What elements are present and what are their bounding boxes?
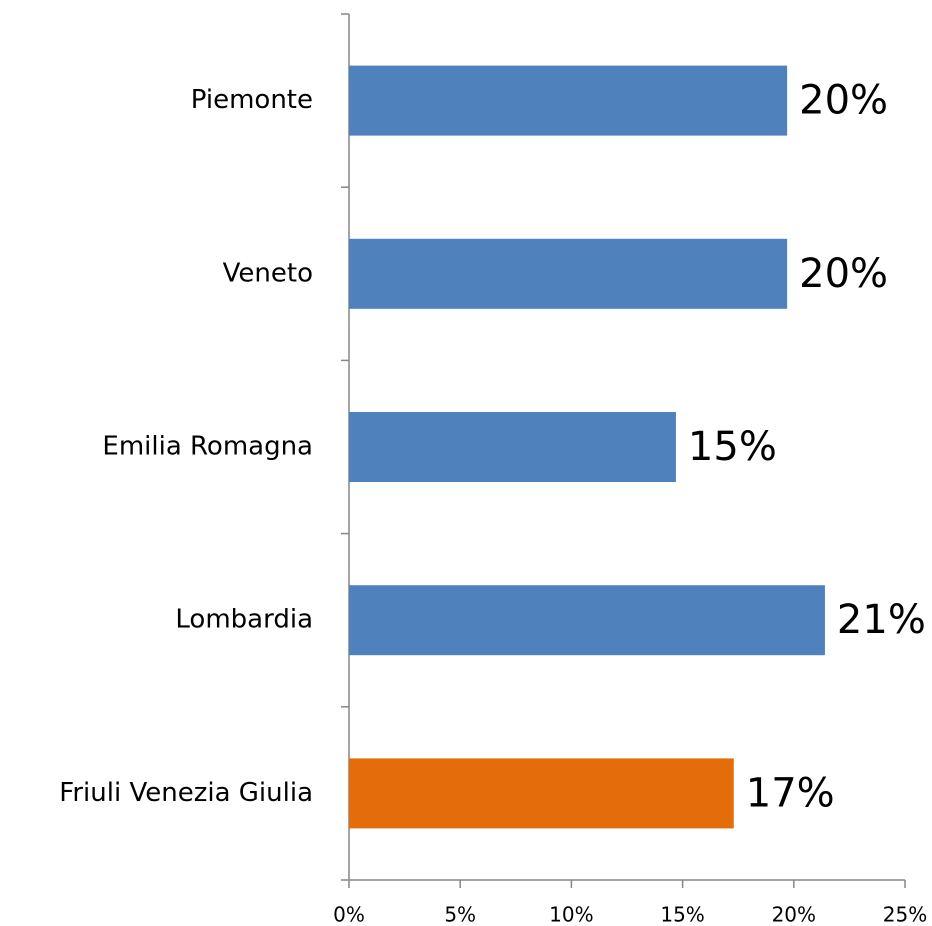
category-label: Lombardia — [175, 605, 313, 635]
value-label: 20% — [799, 78, 888, 124]
x-tick-label: 0% — [333, 903, 365, 926]
bar — [349, 238, 788, 309]
x-tick-label: 25% — [883, 903, 927, 926]
value-label: 21% — [837, 597, 926, 643]
bar — [349, 412, 676, 482]
category-label: Veneto — [223, 258, 313, 288]
bar — [349, 65, 788, 136]
category-label: Piemonte — [191, 85, 313, 115]
bar — [349, 585, 825, 656]
x-tick-label: 15% — [660, 903, 704, 926]
bar — [349, 758, 734, 829]
value-label: 15% — [688, 424, 777, 470]
value-label: 20% — [799, 251, 888, 297]
x-tick-label: 20% — [772, 903, 816, 926]
value-label: 17% — [746, 770, 835, 816]
category-label: Emilia Romagna — [102, 432, 313, 462]
category-label: Friuli Venezia Giulia — [59, 778, 313, 808]
x-tick-label: 10% — [549, 903, 593, 926]
x-tick-label: 5% — [444, 903, 476, 926]
